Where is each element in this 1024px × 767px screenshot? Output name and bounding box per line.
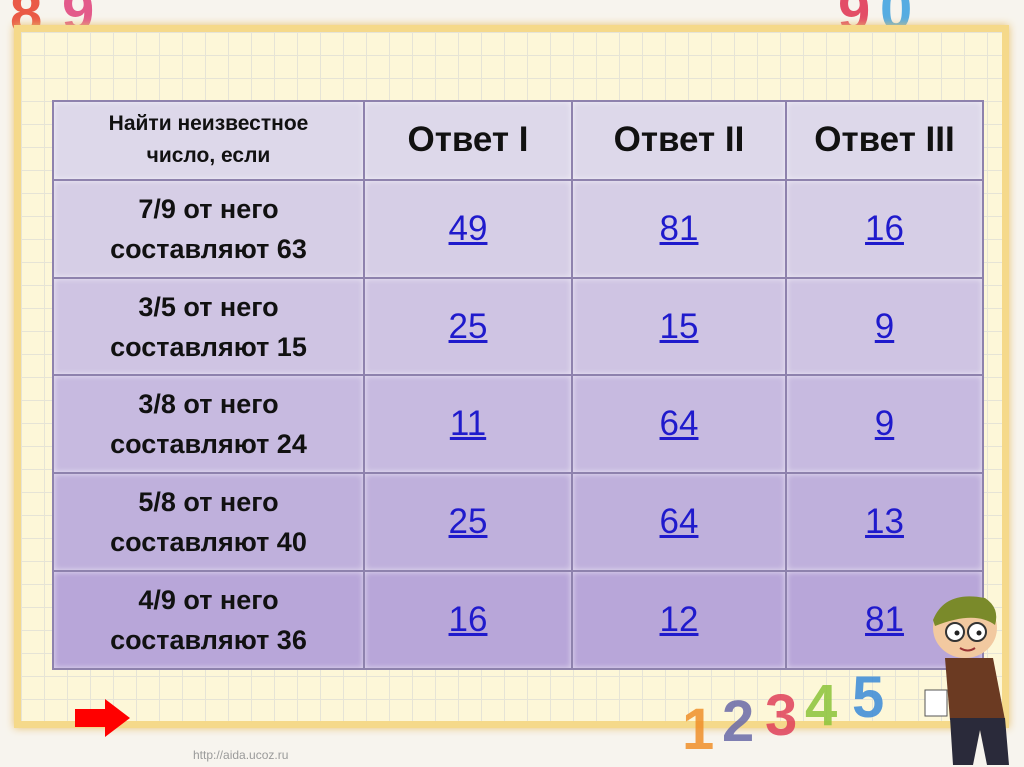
answer-link[interactable]: 81 (659, 208, 699, 248)
question-header: Найти неизвестное число, если (52, 100, 365, 181)
question-cell: 3/5 от него составляют 15 (52, 276, 365, 377)
answer-header-3: Ответ III (785, 100, 984, 181)
answer-link[interactable]: 64 (659, 404, 699, 444)
question-cell: 5/8 от него составляют 40 (52, 472, 365, 573)
table-row: 4/9 от него составляют 36 16 12 81 (52, 570, 984, 670)
question-cell: 3/8 от него составляют 24 (52, 374, 365, 475)
answer-link[interactable]: 11 (449, 404, 487, 444)
table-row: 3/5 от него составляют 15 25 15 9 (52, 276, 984, 377)
watermark: http://aida.ucoz.ru (193, 748, 289, 762)
decor-digit: 2 (722, 689, 755, 754)
answer-link[interactable]: 16 (865, 208, 904, 248)
answer-link[interactable]: 64 (659, 502, 699, 542)
table-header-row: Найти неизвестное число, если Ответ I От… (52, 100, 984, 181)
table-row: 3/8 от него составляют 24 11 64 9 (52, 374, 984, 475)
decor-digit: 3 (765, 683, 798, 748)
answer-link[interactable]: 81 (865, 600, 904, 640)
question-cell: 7/9 от него составляют 63 (52, 178, 365, 279)
cartoon-boy-illustration (924, 596, 1009, 765)
decor-digit: 4 (805, 673, 838, 738)
answers-table: Найти неизвестное число, если Ответ I От… (52, 100, 984, 670)
answer-header-1: Ответ I (363, 100, 573, 181)
answer-link[interactable]: 9 (874, 306, 895, 346)
answer-link[interactable]: 9 (874, 404, 895, 444)
table-row: 5/8 от него составляют 40 25 64 13 (52, 472, 984, 573)
table-row: 7/9 от него составляют 63 49 81 16 (52, 178, 984, 279)
question-cell: 4/9 от него составляют 36 (52, 570, 365, 670)
answer-link[interactable]: 16 (448, 600, 488, 640)
answer-link[interactable]: 15 (659, 306, 699, 346)
next-arrow-icon[interactable] (75, 699, 130, 737)
answer-link[interactable]: 49 (448, 208, 488, 248)
answer-link[interactable]: 25 (448, 502, 488, 542)
answer-header-2: Ответ II (571, 100, 787, 181)
decor-digit: 5 (852, 665, 885, 730)
decor-digit: 1 (682, 697, 715, 762)
answer-link[interactable]: 25 (448, 306, 488, 346)
answer-link[interactable]: 12 (659, 600, 699, 640)
answer-link[interactable]: 13 (865, 502, 904, 542)
